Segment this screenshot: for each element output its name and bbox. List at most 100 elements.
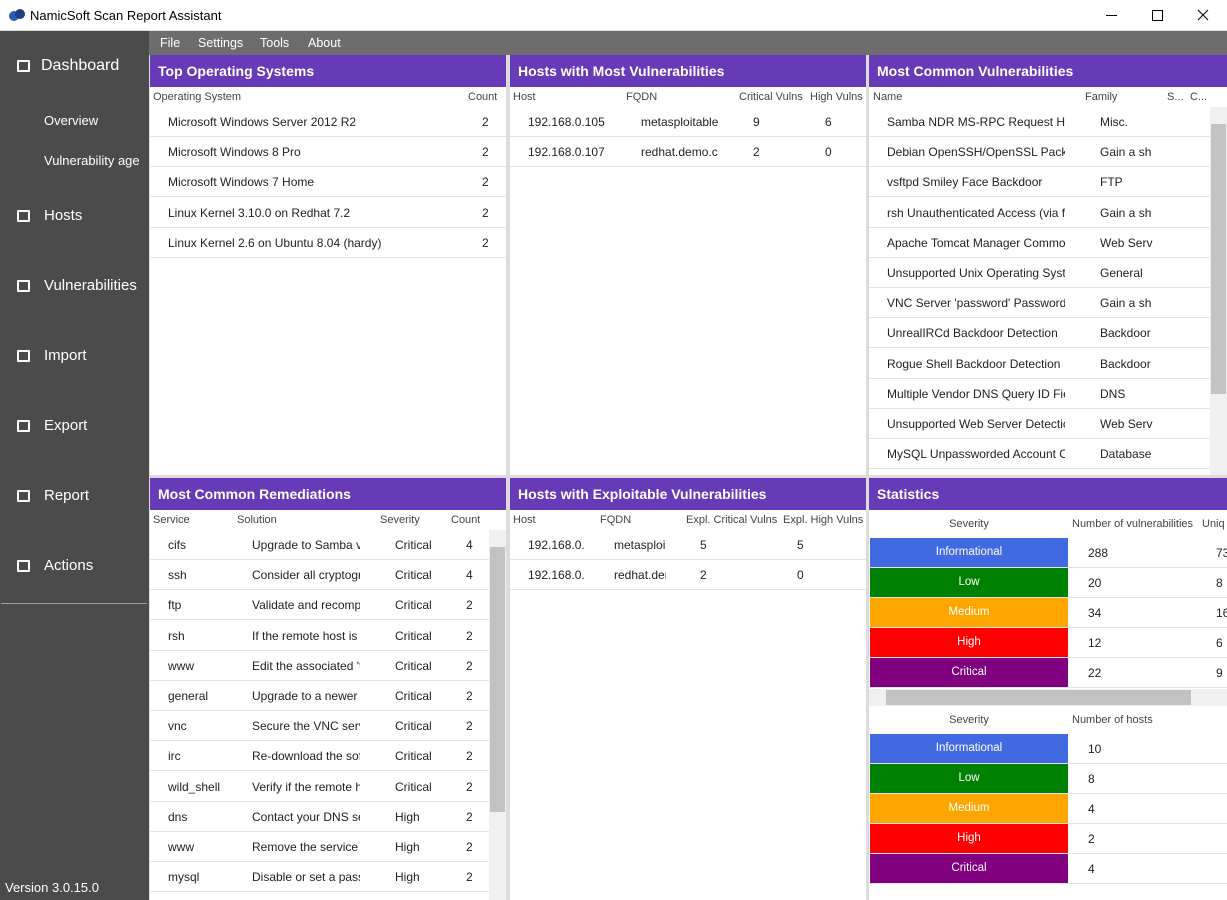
nav-item[interactable]: Vulnerabilities: [44, 277, 137, 294]
table-cell: Backdoor: [1100, 326, 1151, 341]
table-row[interactable]: Multiple Vendor DNS Query ID Field P DNS: [869, 378, 1210, 409]
column-header: Family: [1085, 91, 1118, 103]
hscroll-thumb[interactable]: [886, 690, 1191, 705]
table-cell: If the remote host is a: [252, 628, 360, 643]
table-cell: 2: [466, 628, 473, 643]
table-cell: MySQL Unpassworded Account Che: [887, 447, 1065, 462]
table-cell: High: [395, 840, 420, 854]
table-cell: Critical: [395, 598, 432, 613]
severity-cell: Low: [870, 764, 1068, 793]
table-cell: 2: [466, 658, 473, 673]
table-row[interactable]: dns Contact your DNS serv High 2: [150, 801, 489, 832]
table-row[interactable]: mysql Disable or set a passw High 2: [150, 862, 489, 893]
nav-subitem[interactable]: Vulnerability age: [44, 153, 140, 168]
table-row[interactable]: Microsoft Windows Server 2012 R2 2: [150, 107, 506, 137]
column-header: C...: [1190, 91, 1208, 103]
panel-title: Hosts with Exploitable Vulnerabilities: [510, 478, 866, 510]
scrollbar-thumb[interactable]: [1211, 124, 1226, 394]
nav-icon: [17, 350, 30, 362]
menu-item[interactable]: File: [160, 36, 181, 50]
column-header: Number of hosts: [1072, 714, 1153, 726]
column-header: Host: [513, 91, 536, 103]
table-cell: ftp: [168, 598, 182, 613]
table-row[interactable]: rsh Unauthenticated Access (via fing Gain…: [869, 197, 1210, 228]
table-row[interactable]: UnrealIRCd Backdoor Detection Backdoor: [869, 318, 1210, 349]
table-row[interactable]: ftp Validate and recompil Critical 2: [150, 590, 489, 621]
table-row[interactable]: Debian OpenSSH/OpenSSL Package Gain a sh: [869, 137, 1210, 168]
table-cell: Unsupported Unix Operating System: [887, 266, 1065, 280]
title-bar: NamicSoft Scan Report Assistant: [0, 0, 1227, 31]
table-cell: Gain a sh: [1100, 145, 1152, 160]
table-cell: 12: [1088, 636, 1102, 650]
table-row[interactable]: Rogue Shell Backdoor Detection Backdoor: [869, 348, 1210, 379]
nav-icon: [17, 560, 30, 572]
table-row[interactable]: 192.168.0. metasploi 5 5: [510, 530, 866, 560]
table-cell: General: [1100, 266, 1143, 280]
table-row[interactable]: Linux Kernel 2.6 on Ubuntu 8.04 (hardy) 2: [150, 227, 506, 258]
table-row[interactable]: 192.168.0.107 redhat.demo.co 2 0: [510, 137, 866, 168]
table-row[interactable]: VNC Server 'password' Password Gain a sh: [869, 288, 1210, 319]
table-cell: metasploitable.c: [641, 115, 718, 129]
table-row[interactable]: ssh Consider all cryptogra Critical 4: [150, 560, 489, 591]
nav-item[interactable]: Export: [44, 417, 88, 434]
table-row[interactable]: 192.168.0. redhat.der 2 0: [510, 560, 866, 591]
table-row[interactable]: Apache Tomcat Manager Common A Web Serv: [869, 227, 1210, 258]
table-row[interactable]: general Upgrade to a newer ve Critical 2: [150, 681, 489, 711]
panel: Most Common Remediations Service Solution S…: [150, 478, 506, 900]
table-row[interactable]: www Edit the associated 'to Critical 2: [150, 650, 489, 681]
table-cell: mysql: [168, 870, 200, 885]
table-row[interactable]: Linux Kernel 3.10.0 on Redhat 7.2 2: [150, 197, 506, 228]
table-row[interactable]: Unsupported Web Server Detection Web Serv: [869, 409, 1210, 439]
table-cell: Web Serv: [1100, 235, 1153, 250]
table-cell: 0: [797, 568, 804, 583]
table-row[interactable]: Samba NDR MS-RPC Request Heap-I Misc.: [869, 107, 1210, 137]
window-controls[interactable]: [1090, 0, 1227, 31]
menu-item[interactable]: About: [308, 36, 341, 50]
nav-item[interactable]: Actions: [44, 557, 94, 574]
table-cell: 2: [482, 115, 489, 129]
table-cell: 16: [1216, 606, 1227, 620]
scrollbar-thumb[interactable]: [490, 547, 505, 812]
column-header: Critical Vulns: [739, 91, 803, 103]
table-cell: Upgrade to a newer ve: [252, 689, 360, 703]
table-cell: 288: [1088, 546, 1109, 560]
table-cell: 2: [482, 235, 489, 250]
table-row[interactable]: vsftpd Smiley Face Backdoor FTP: [869, 167, 1210, 198]
nav-subitem[interactable]: Overview: [44, 113, 99, 128]
table-row[interactable]: Microsoft Windows 8 Pro 2: [150, 137, 506, 168]
table-row[interactable]: vnc Secure the VNC servic Critical 2: [150, 711, 489, 742]
table-cell: redhat.der: [614, 568, 666, 583]
table-row[interactable]: Microsoft Windows 7 Home 2: [150, 167, 506, 198]
table-cell: 2: [466, 870, 473, 885]
table-row[interactable]: www Remove the service if High 2: [150, 832, 489, 862]
stats-row: Critical 4: [869, 854, 1227, 884]
nav-item[interactable]: Dashboard: [41, 57, 120, 74]
table-cell: Critical: [395, 719, 432, 734]
table-cell: 10: [1088, 742, 1102, 756]
table-cell: 2: [753, 145, 760, 160]
table-row[interactable]: cifs Upgrade to Samba ver Critical 4: [150, 530, 489, 560]
table-cell: 2: [482, 175, 489, 190]
severity-cell: Informational: [870, 734, 1068, 763]
table-cell: 2: [466, 840, 473, 854]
nav-item[interactable]: Import: [44, 347, 87, 364]
stats-row: High 12 6: [869, 628, 1227, 658]
nav-item[interactable]: Report: [44, 487, 90, 504]
table-row[interactable]: rsh If the remote host is a Critical 2: [150, 620, 489, 651]
table-cell: Samba NDR MS-RPC Request Heap-I: [887, 115, 1065, 129]
table-row[interactable]: irc Re-download the softv Critical 2: [150, 741, 489, 772]
table-cell: Upgrade to Samba ver: [252, 538, 360, 552]
table-cell: Gain a sh: [1100, 205, 1152, 220]
menu-item[interactable]: Settings: [198, 36, 244, 50]
table-cell: 5: [700, 538, 707, 552]
nav-icon: [17, 280, 30, 292]
menu-item[interactable]: Tools: [260, 36, 290, 50]
sidebar: Dashboard Overview Vulnerability age Hosts V…: [0, 31, 149, 900]
table-row[interactable]: wild_shell Verify if the remote ho Critica…: [150, 771, 489, 802]
table-row[interactable]: MySQL Unpassworded Account Che Database: [869, 439, 1210, 470]
table-row[interactable]: 192.168.0.105 metasploitable.c 9 6: [510, 107, 866, 137]
column-header: Host: [513, 514, 536, 526]
column-header: Number of vulnerabilities: [1072, 518, 1194, 530]
table-row[interactable]: Unsupported Unix Operating System General: [869, 258, 1210, 288]
nav-item[interactable]: Hosts: [44, 207, 83, 224]
